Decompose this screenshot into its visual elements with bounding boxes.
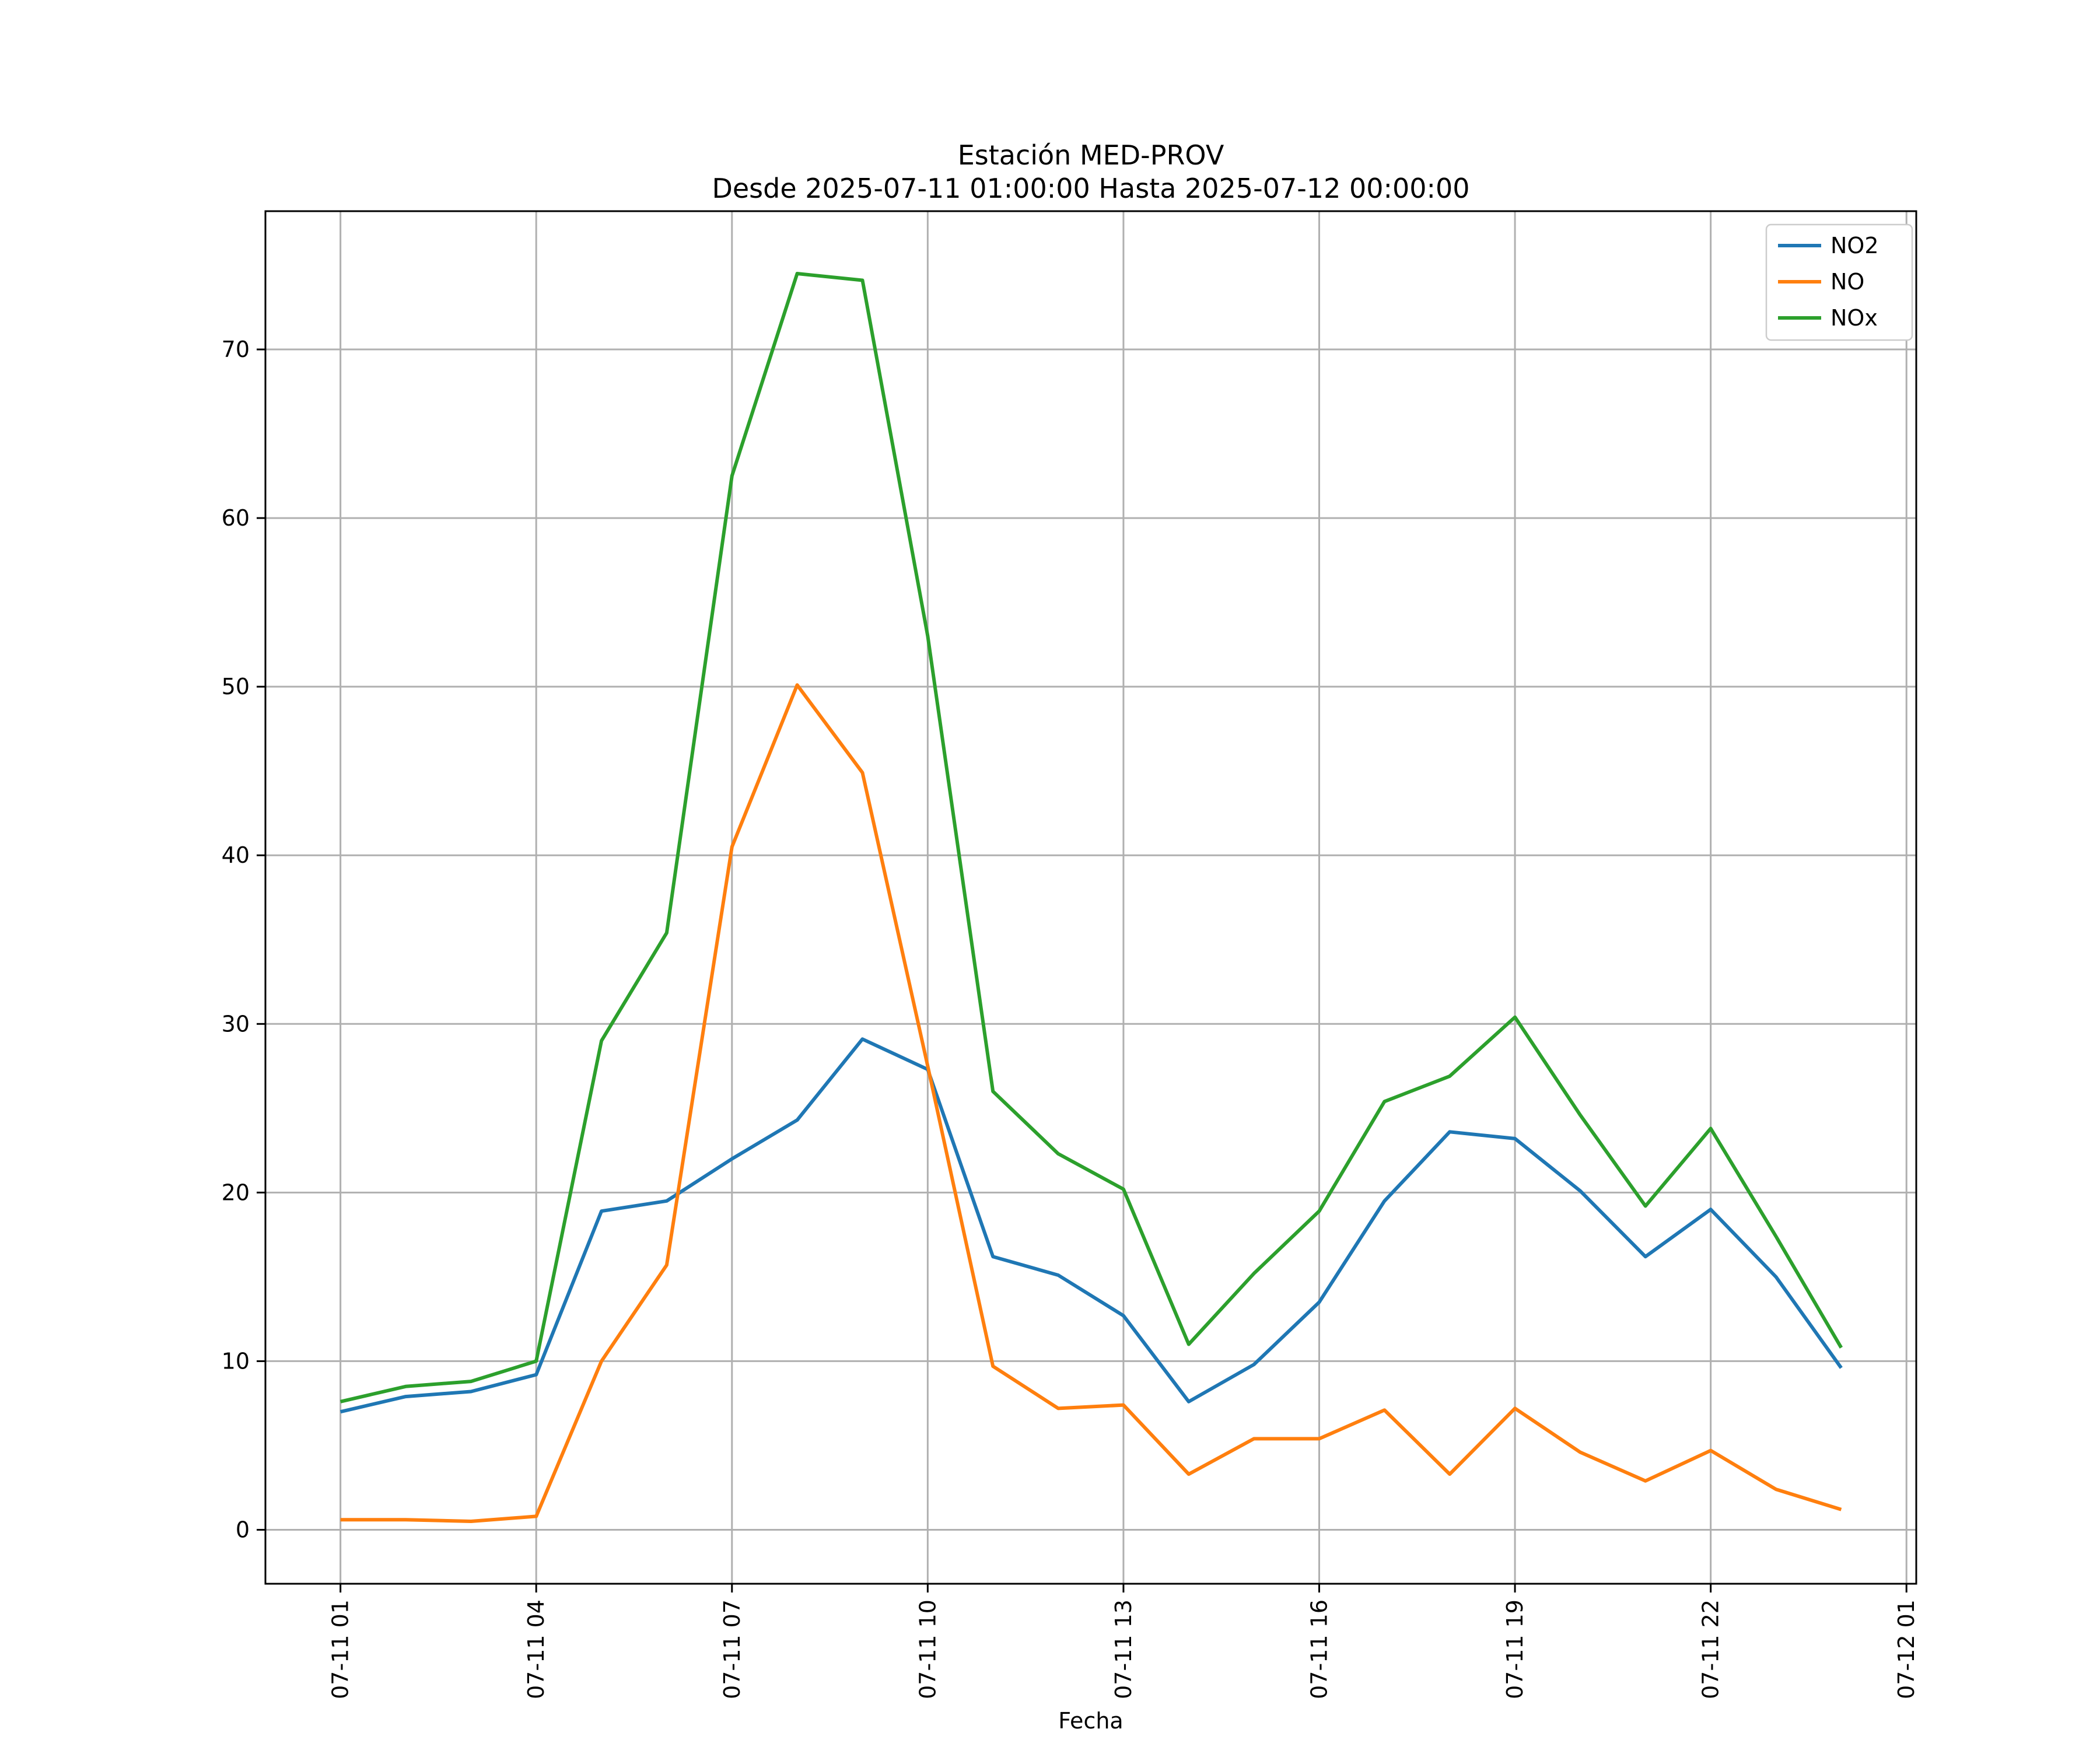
y-tick-label: 60: [222, 505, 250, 531]
y-tick-label: 70: [222, 337, 250, 362]
series-lines: [340, 272, 1843, 1523]
axes-ticks: 07-11 01 07-11 04 07-11 07 07-11 10 07-11 13…: [222, 337, 1920, 1699]
legend-box: [1765, 223, 1913, 341]
x-axis-label: Fecha: [1058, 1708, 1124, 1734]
x-tick-label: 07-11 10: [915, 1600, 940, 1699]
series-line-NOx: [340, 272, 1843, 1404]
legend-label-NO: NO: [1831, 269, 1864, 295]
series-line-NO: [340, 683, 1842, 1523]
y-tick-label: 50: [222, 674, 250, 699]
y-tick-label: 40: [222, 842, 250, 868]
chart-title: Estación MED-PROV Desde 2025-07-11 01:00…: [265, 139, 1916, 205]
y-tick-label: 0: [236, 1517, 250, 1542]
x-tick-label: 07-11 04: [523, 1600, 549, 1699]
x-tick-label: 07-11 16: [1307, 1600, 1332, 1699]
chart-title-line2: Desde 2025-07-11 01:00:00 Hasta 2025-07-…: [712, 173, 1470, 204]
legend-label-NO2: NO2: [1831, 233, 1879, 258]
grid-lines: [265, 211, 1916, 1584]
plot-frame: [264, 210, 1917, 1585]
chart-title-line1: Estación MED-PROV: [957, 139, 1224, 171]
x-tick-label: 07-11 01: [328, 1600, 354, 1699]
series-line-NO2: [340, 1037, 1843, 1414]
legend: NO2 NO NOx: [1765, 223, 1913, 341]
x-tick-label: 07-11 19: [1502, 1600, 1528, 1699]
x-tick-label: 07-11 07: [719, 1600, 745, 1699]
y-tick-label: 30: [222, 1011, 250, 1037]
x-tick-label: 07-11 22: [1698, 1600, 1724, 1699]
x-tick-label: 07-12 01: [1894, 1600, 1919, 1699]
legend-label-NOx: NOx: [1831, 305, 1878, 331]
y-tick-label: 20: [222, 1180, 250, 1205]
y-tick-label: 10: [222, 1348, 250, 1374]
x-tick-label: 07-11 13: [1111, 1600, 1136, 1699]
